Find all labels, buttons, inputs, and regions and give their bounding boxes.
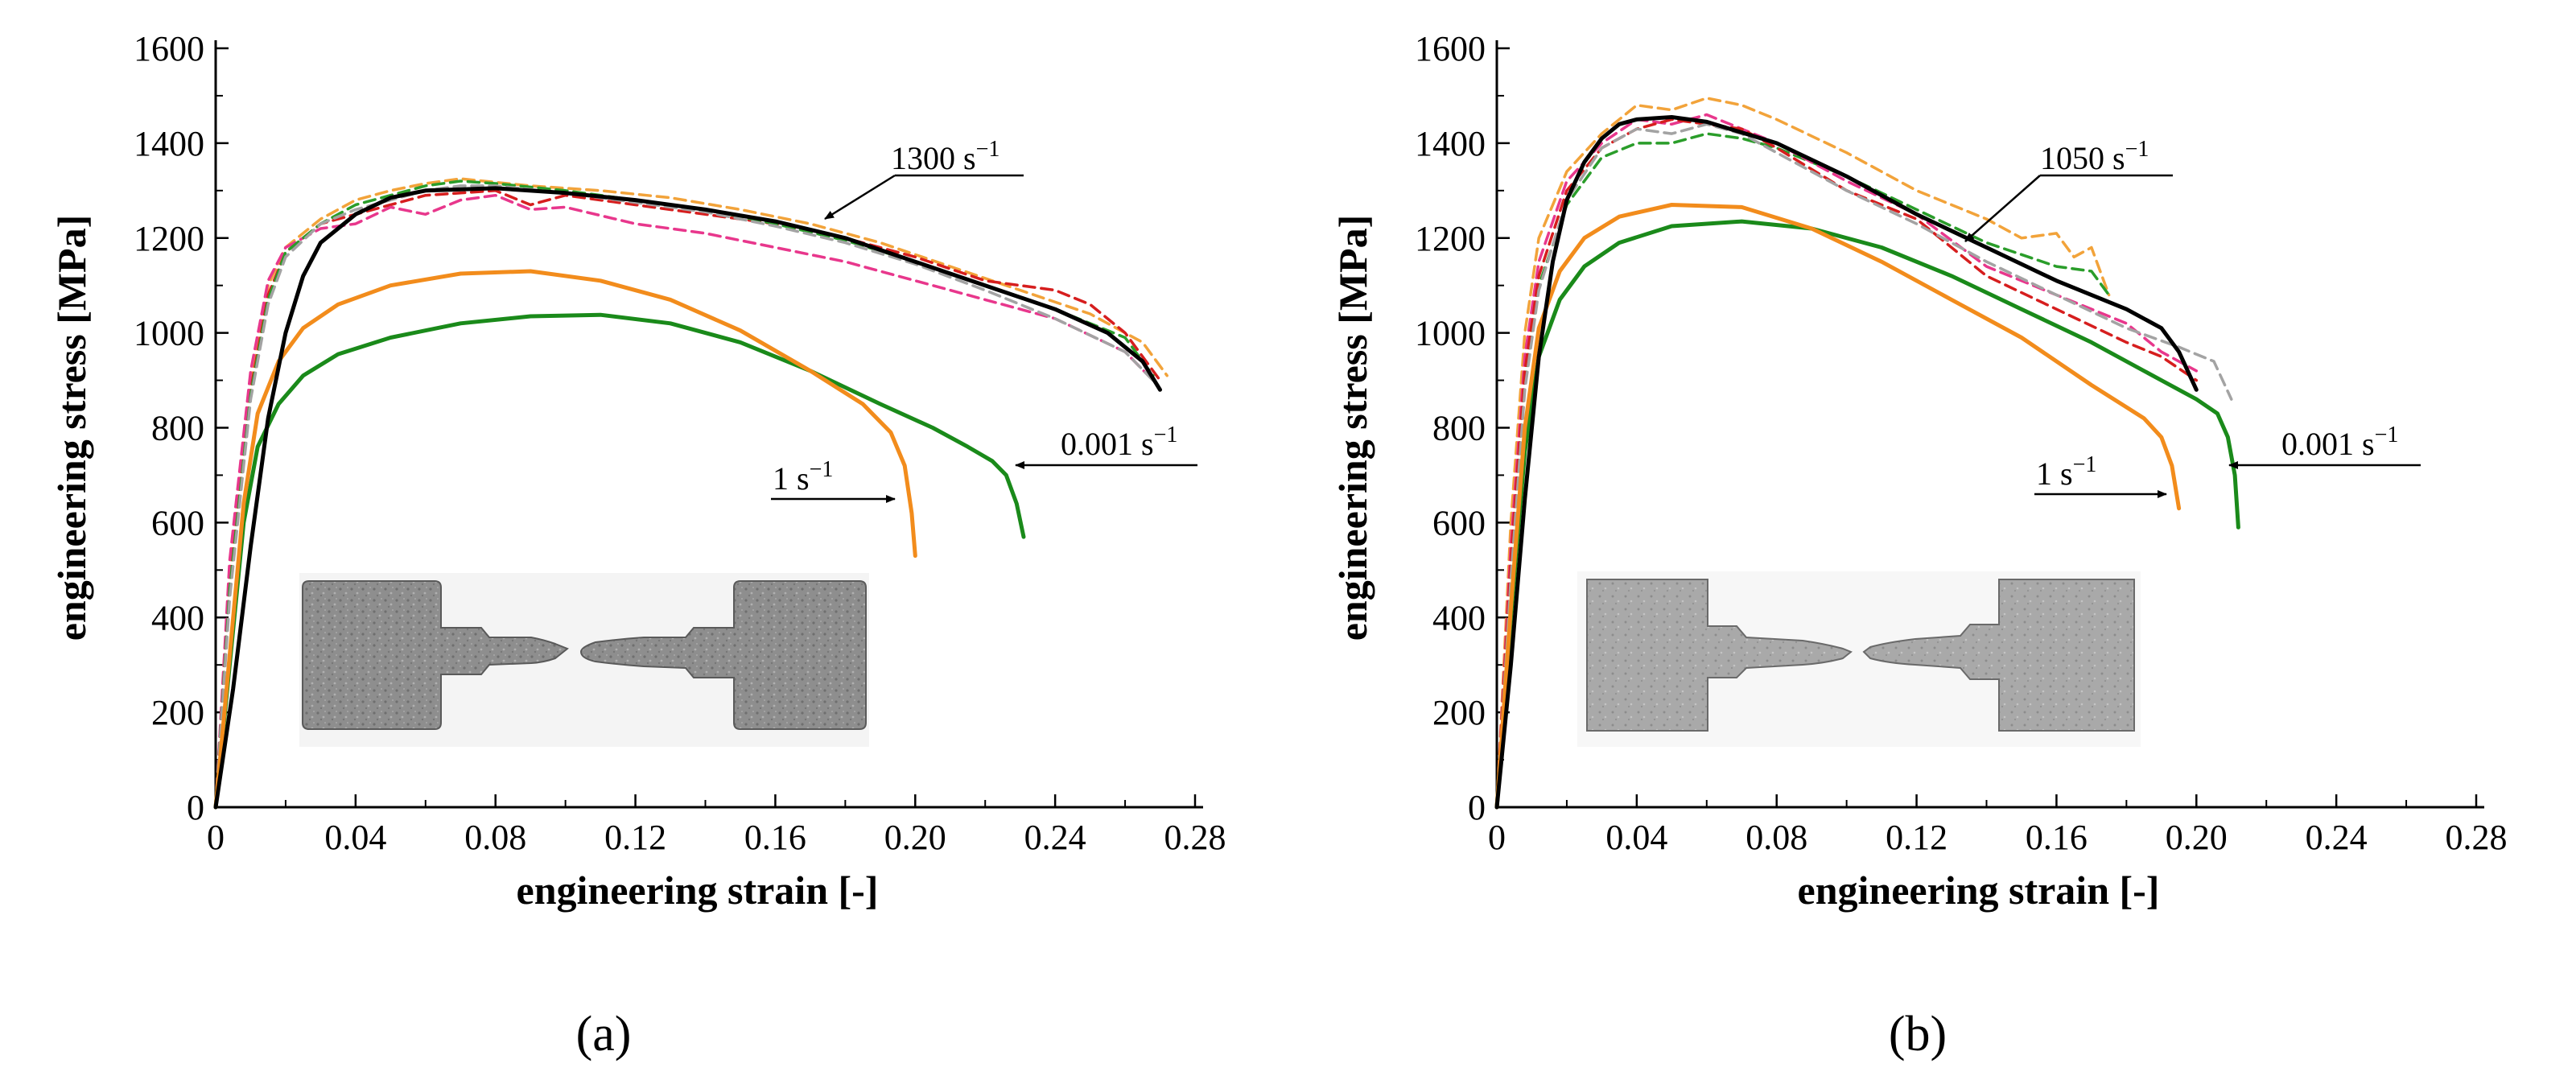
panel-label: (a) — [576, 1007, 632, 1062]
series-line-1-s-1 — [213, 269, 917, 810]
chart-panel-b: 0 200 400 600 800 1000 1200 1400 1600 0 0.04 0.08 0.… — [1330, 29, 2508, 1062]
series-line-1300-s-1-test-2 — [214, 177, 1168, 809]
x-tick-label: 0.24 — [1024, 818, 1086, 857]
x-axis-title: engineering strain [-] — [517, 868, 879, 913]
series-line-0-001-s-1 — [1494, 219, 2240, 810]
x-tick-label: 0.04 — [324, 818, 386, 857]
x-axis-title: engineering strain [-] — [1798, 868, 2160, 913]
rate-annotation: 0.001 s−1 — [1061, 423, 1177, 462]
y-tick-label: 600 — [1432, 503, 1486, 542]
panel-label: (b) — [1889, 1007, 1947, 1062]
x-tick-label: 0.28 — [1164, 818, 1226, 857]
series-line-1300-s-1-test-3 — [214, 189, 1162, 809]
specimen-photo-inset — [1577, 571, 2141, 747]
rate-annotation: 1 s−1 — [773, 457, 833, 497]
x-tick-label: 0 — [1488, 818, 1506, 857]
annotation-arrow — [1964, 175, 2041, 242]
rate-annotation: 0.001 s−1 — [2281, 423, 2398, 462]
x-tick-label: 0.04 — [1605, 818, 1667, 857]
y-tick-label: 800 — [151, 409, 204, 448]
x-tick-label: 0.08 — [464, 818, 526, 857]
specimen-photo-inset — [299, 573, 869, 747]
x-tick-label: 0 — [207, 818, 225, 857]
y-tick-label: 1200 — [134, 219, 204, 258]
x-tick-label: 0.20 — [2166, 818, 2228, 857]
y-tick-label: 400 — [1432, 598, 1486, 637]
x-tick-label: 0.20 — [884, 818, 946, 857]
x-tick-label: 0.12 — [1886, 818, 1947, 857]
x-tick-label: 0.12 — [604, 818, 666, 857]
series-line-1050-s-1 — [1494, 115, 2199, 810]
x-tick-label: 0.16 — [2026, 818, 2088, 857]
y-tick-label: 1200 — [1415, 219, 1486, 258]
y-tick-label: 1600 — [1415, 29, 1486, 68]
y-tick-label: 1600 — [134, 29, 204, 68]
series-line-1050-s-1-test-3 — [1495, 132, 2111, 809]
series-line-1050-s-1-test-2 — [1495, 97, 2111, 809]
x-tick-label: 0.24 — [2306, 818, 2368, 857]
y-tick-label: 0 — [1468, 788, 1486, 827]
x-tick-label: 0.08 — [1745, 818, 1807, 857]
y-axis-title: engineering stress [MPa] — [1330, 215, 1375, 641]
rate-annotation: 1300 s−1 — [891, 137, 999, 176]
rate-annotation: 1050 s−1 — [2040, 137, 2149, 176]
y-tick-label: 400 — [151, 598, 204, 637]
chart-panel-a: 0 200 400 600 800 1000 1200 1400 1600 0 0.04 0.08 0.… — [49, 29, 1226, 1062]
y-tick-label: 1000 — [1415, 314, 1486, 353]
rate-annotation: 1 s−1 — [2036, 452, 2096, 492]
series-line-1300-s-1 — [213, 186, 1162, 810]
y-tick-label: 800 — [1432, 409, 1486, 448]
series-line-1300-s-1-test-6 — [214, 184, 1155, 809]
y-tick-label: 0 — [187, 788, 204, 827]
x-tick-label: 0.28 — [2446, 818, 2508, 857]
x-tick-label: 0.16 — [744, 818, 806, 857]
y-tick-label: 1000 — [134, 314, 204, 353]
y-tick-label: 200 — [1432, 693, 1486, 732]
y-tick-label: 1400 — [134, 124, 204, 163]
y-tick-label: 200 — [151, 693, 204, 732]
annotation-arrow — [824, 174, 896, 221]
series-line-1300-s-1-test-4 — [214, 193, 1155, 809]
y-tick-label: 1400 — [1415, 124, 1486, 163]
y-tick-label: 600 — [151, 503, 204, 542]
series-line-1-s-1 — [1494, 203, 2182, 810]
y-axis-title: engineering stress [MPa] — [49, 215, 94, 641]
